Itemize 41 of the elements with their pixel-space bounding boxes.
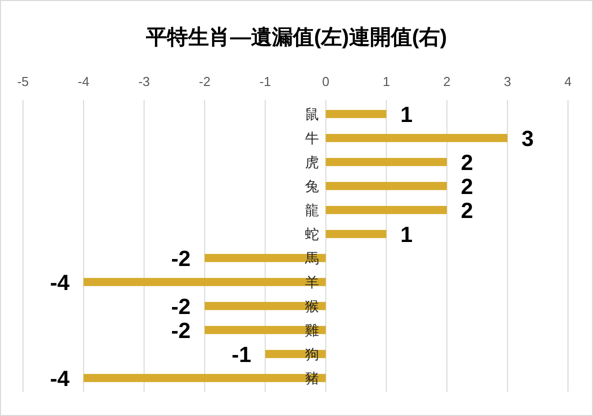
y-tick-label: 鼠 [304,106,319,122]
data-label: 1 [400,102,413,127]
data-label: 2 [460,174,474,199]
chart-title: 平特生肖—遺漏值(左)連開值(右) [145,26,447,49]
data-label: 3 [521,126,534,151]
bar [326,110,386,118]
bar [326,206,447,214]
x-tick-label: 3 [504,74,512,89]
x-tick-label: -4 [78,74,90,89]
data-label: 2 [460,198,474,223]
data-label: -2 [171,294,191,319]
data-label: -4 [50,270,70,295]
y-tick-label: 兔 [304,178,319,194]
y-tick-label: 羊 [304,274,319,290]
bar [326,230,386,238]
bar [326,182,447,190]
y-tick-label: 雞 [304,322,319,338]
data-label: 1 [400,222,413,247]
y-tick-label: 龍 [304,202,319,218]
data-label: -2 [171,318,191,343]
data-label: -2 [171,246,191,271]
y-tick-label: 猴 [304,298,319,314]
x-tick-label: -5 [17,74,29,89]
data-label: 2 [460,150,474,175]
x-tick-label: -2 [198,74,210,89]
y-tick-label: 牛 [304,130,319,146]
x-tick-label: 2 [443,74,451,89]
y-tick-label: 豬 [304,370,319,386]
data-label: -1 [232,342,252,367]
x-tick-label: -3 [138,74,150,89]
x-tick-label: 0 [322,74,330,89]
y-tick-label: 狗 [304,346,319,362]
x-tick-label: 1 [382,74,390,89]
data-label: -4 [50,366,70,391]
y-tick-label: 馬 [304,250,319,266]
bar [326,158,447,166]
x-tick-label: 4 [564,74,572,89]
y-tick-label: 虎 [304,154,319,170]
y-tick-label: 蛇 [304,226,319,242]
bar [326,134,508,142]
x-tick-label: -1 [259,74,272,89]
